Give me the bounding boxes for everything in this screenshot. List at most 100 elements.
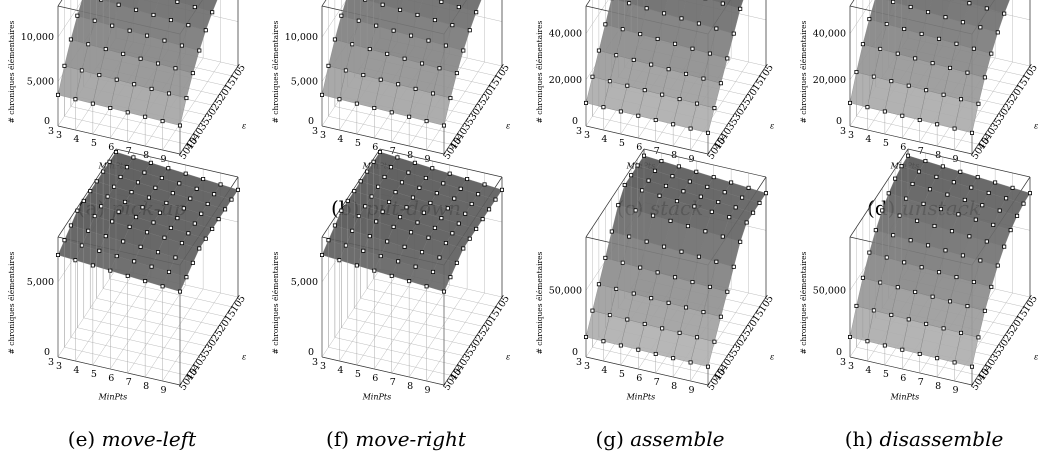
- data-point: [948, 66, 951, 69]
- data-point: [872, 75, 875, 78]
- data-point: [200, 212, 203, 215]
- data-point: [195, 187, 198, 190]
- data-point: [123, 200, 126, 203]
- data-point: [619, 344, 622, 347]
- data-point: [992, 223, 995, 226]
- data-point: [431, 92, 434, 95]
- data-point: [174, 256, 177, 259]
- y-axis-label: ε: [770, 352, 774, 361]
- data-point: [158, 211, 161, 214]
- x-tick-label: 8: [143, 381, 149, 392]
- data-point: [353, 190, 356, 193]
- chart-panel-h: 3 4 5 6 7 8 9 5 10 15 20 25 30 35 40 45 5010 0 3 50,000 MinP…: [792, 231, 1056, 462]
- y-tick-label: 5010: [969, 367, 992, 393]
- data-point: [972, 280, 975, 283]
- data-point: [178, 290, 181, 293]
- data-point: [961, 254, 964, 257]
- data-point: [885, 256, 888, 259]
- data-point: [416, 221, 419, 224]
- x-tick-label: 6: [900, 142, 906, 153]
- z-tick-label: 5,000: [291, 277, 318, 288]
- data-point: [141, 206, 144, 209]
- data-point: [961, 21, 964, 24]
- data-point: [936, 123, 939, 126]
- data-point: [150, 265, 153, 268]
- data-point: [134, 216, 137, 219]
- data-point: [425, 285, 428, 288]
- data-point: [673, 42, 676, 45]
- y-axis-label: ε: [1034, 121, 1038, 130]
- z-tick-label: 10,000: [21, 32, 54, 43]
- z-tick-label: 40,000: [813, 29, 846, 40]
- data-point: [160, 176, 163, 179]
- data-point: [974, 218, 977, 221]
- z-tick-label: 50,000: [549, 285, 582, 296]
- data-point: [355, 264, 358, 267]
- data-point: [372, 160, 375, 163]
- data-point: [597, 49, 600, 52]
- x-axis-label: MinPts: [362, 393, 392, 402]
- data-point: [475, 11, 478, 14]
- data-point: [987, 191, 990, 194]
- data-point: [351, 43, 354, 46]
- data-point: [191, 261, 194, 264]
- z-tick-label: 5,000: [291, 77, 318, 88]
- data-point: [93, 19, 96, 22]
- data-point: [433, 226, 436, 229]
- data-point: [408, 280, 411, 283]
- data-point: [364, 0, 367, 1]
- data-point: [397, 83, 400, 86]
- floor-grid-line: [335, 337, 457, 365]
- z-axis-label: # chroniques élémentaires: [535, 251, 544, 354]
- data-point: [848, 335, 851, 338]
- data-point: [398, 8, 401, 11]
- data-point: [918, 118, 921, 121]
- data-point: [719, 82, 722, 85]
- data-point: [608, 313, 611, 316]
- data-point: [389, 166, 392, 169]
- data-point: [187, 232, 190, 235]
- data-point: [438, 67, 441, 70]
- data-point: [900, 165, 903, 168]
- data-point: [397, 260, 400, 263]
- data-point: [368, 47, 371, 50]
- data-point: [468, 237, 471, 240]
- data-point: [438, 256, 441, 259]
- data-point: [903, 261, 906, 264]
- data-point: [660, 159, 663, 162]
- data-point: [941, 165, 944, 168]
- data-point: [448, 172, 451, 175]
- data-point: [431, 167, 434, 170]
- data-point: [678, 98, 681, 101]
- data-point: [133, 260, 136, 263]
- data-point: [357, 19, 360, 22]
- data-point: [381, 3, 384, 6]
- data-point: [723, 191, 726, 194]
- x-tick-label: 6: [372, 373, 378, 384]
- data-point: [338, 259, 341, 262]
- data-point: [906, 154, 909, 157]
- x-tick-label: 9: [161, 385, 167, 396]
- data-point: [451, 232, 454, 235]
- data-point: [411, 196, 414, 199]
- data-point: [74, 259, 77, 262]
- data-point: [970, 365, 973, 368]
- x-tick-label: 5: [355, 138, 361, 149]
- data-point: [634, 209, 637, 212]
- data-point: [169, 226, 172, 229]
- data-point: [621, 261, 624, 264]
- data-point: [178, 124, 181, 127]
- data-point: [185, 96, 188, 99]
- data-point: [931, 295, 934, 298]
- x-axis-label: MinPts: [890, 393, 920, 402]
- data-point: [390, 111, 393, 114]
- x-tick-label: 4: [73, 134, 79, 145]
- data-point: [955, 275, 958, 278]
- data-point: [375, 220, 378, 223]
- data-point: [211, 11, 214, 14]
- x-tick-label: 3: [56, 130, 62, 141]
- data-point: [909, 239, 912, 242]
- data-point: [885, 22, 888, 25]
- data-point: [732, 32, 735, 35]
- data-point: [926, 10, 929, 13]
